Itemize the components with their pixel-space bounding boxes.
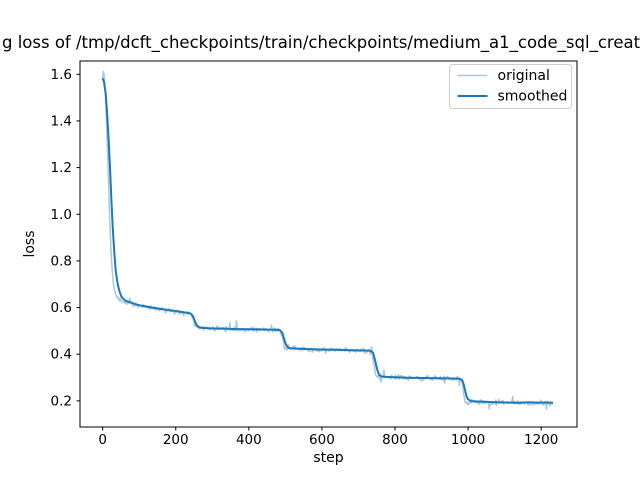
chart-title: g loss of /tmp/dcft_checkpoints/train/ch… xyxy=(2,33,640,52)
y-tick-label: 1.2 xyxy=(51,160,72,176)
y-tick-label: 0.6 xyxy=(51,300,72,316)
series-line-smoothed xyxy=(101,77,553,404)
y-tick-label: 0.8 xyxy=(51,253,72,269)
x-tick-label: 400 xyxy=(236,432,262,448)
x-tick-label: 800 xyxy=(382,432,408,448)
x-tick-label: 1000 xyxy=(451,432,485,448)
x-tick-label: 1200 xyxy=(524,432,558,448)
axes-spines xyxy=(79,60,578,428)
y-axis-label: loss xyxy=(22,230,38,258)
legend-box xyxy=(449,64,572,109)
x-axis-label: step xyxy=(313,450,344,466)
legend-label-smoothed: smoothed xyxy=(498,89,568,105)
x-tick-label: 200 xyxy=(163,432,189,448)
y-tick-label: 1.4 xyxy=(51,113,72,129)
series-line-original xyxy=(101,70,554,410)
y-tick-label: 0.4 xyxy=(51,347,72,363)
y-tick-label: 0.2 xyxy=(51,393,72,409)
y-tick-label: 1.6 xyxy=(51,67,72,83)
y-tick-label: 1.0 xyxy=(51,207,72,223)
x-tick-label: 0 xyxy=(98,432,107,448)
x-tick-label: 600 xyxy=(309,432,335,448)
legend-label-original: original xyxy=(498,68,550,84)
